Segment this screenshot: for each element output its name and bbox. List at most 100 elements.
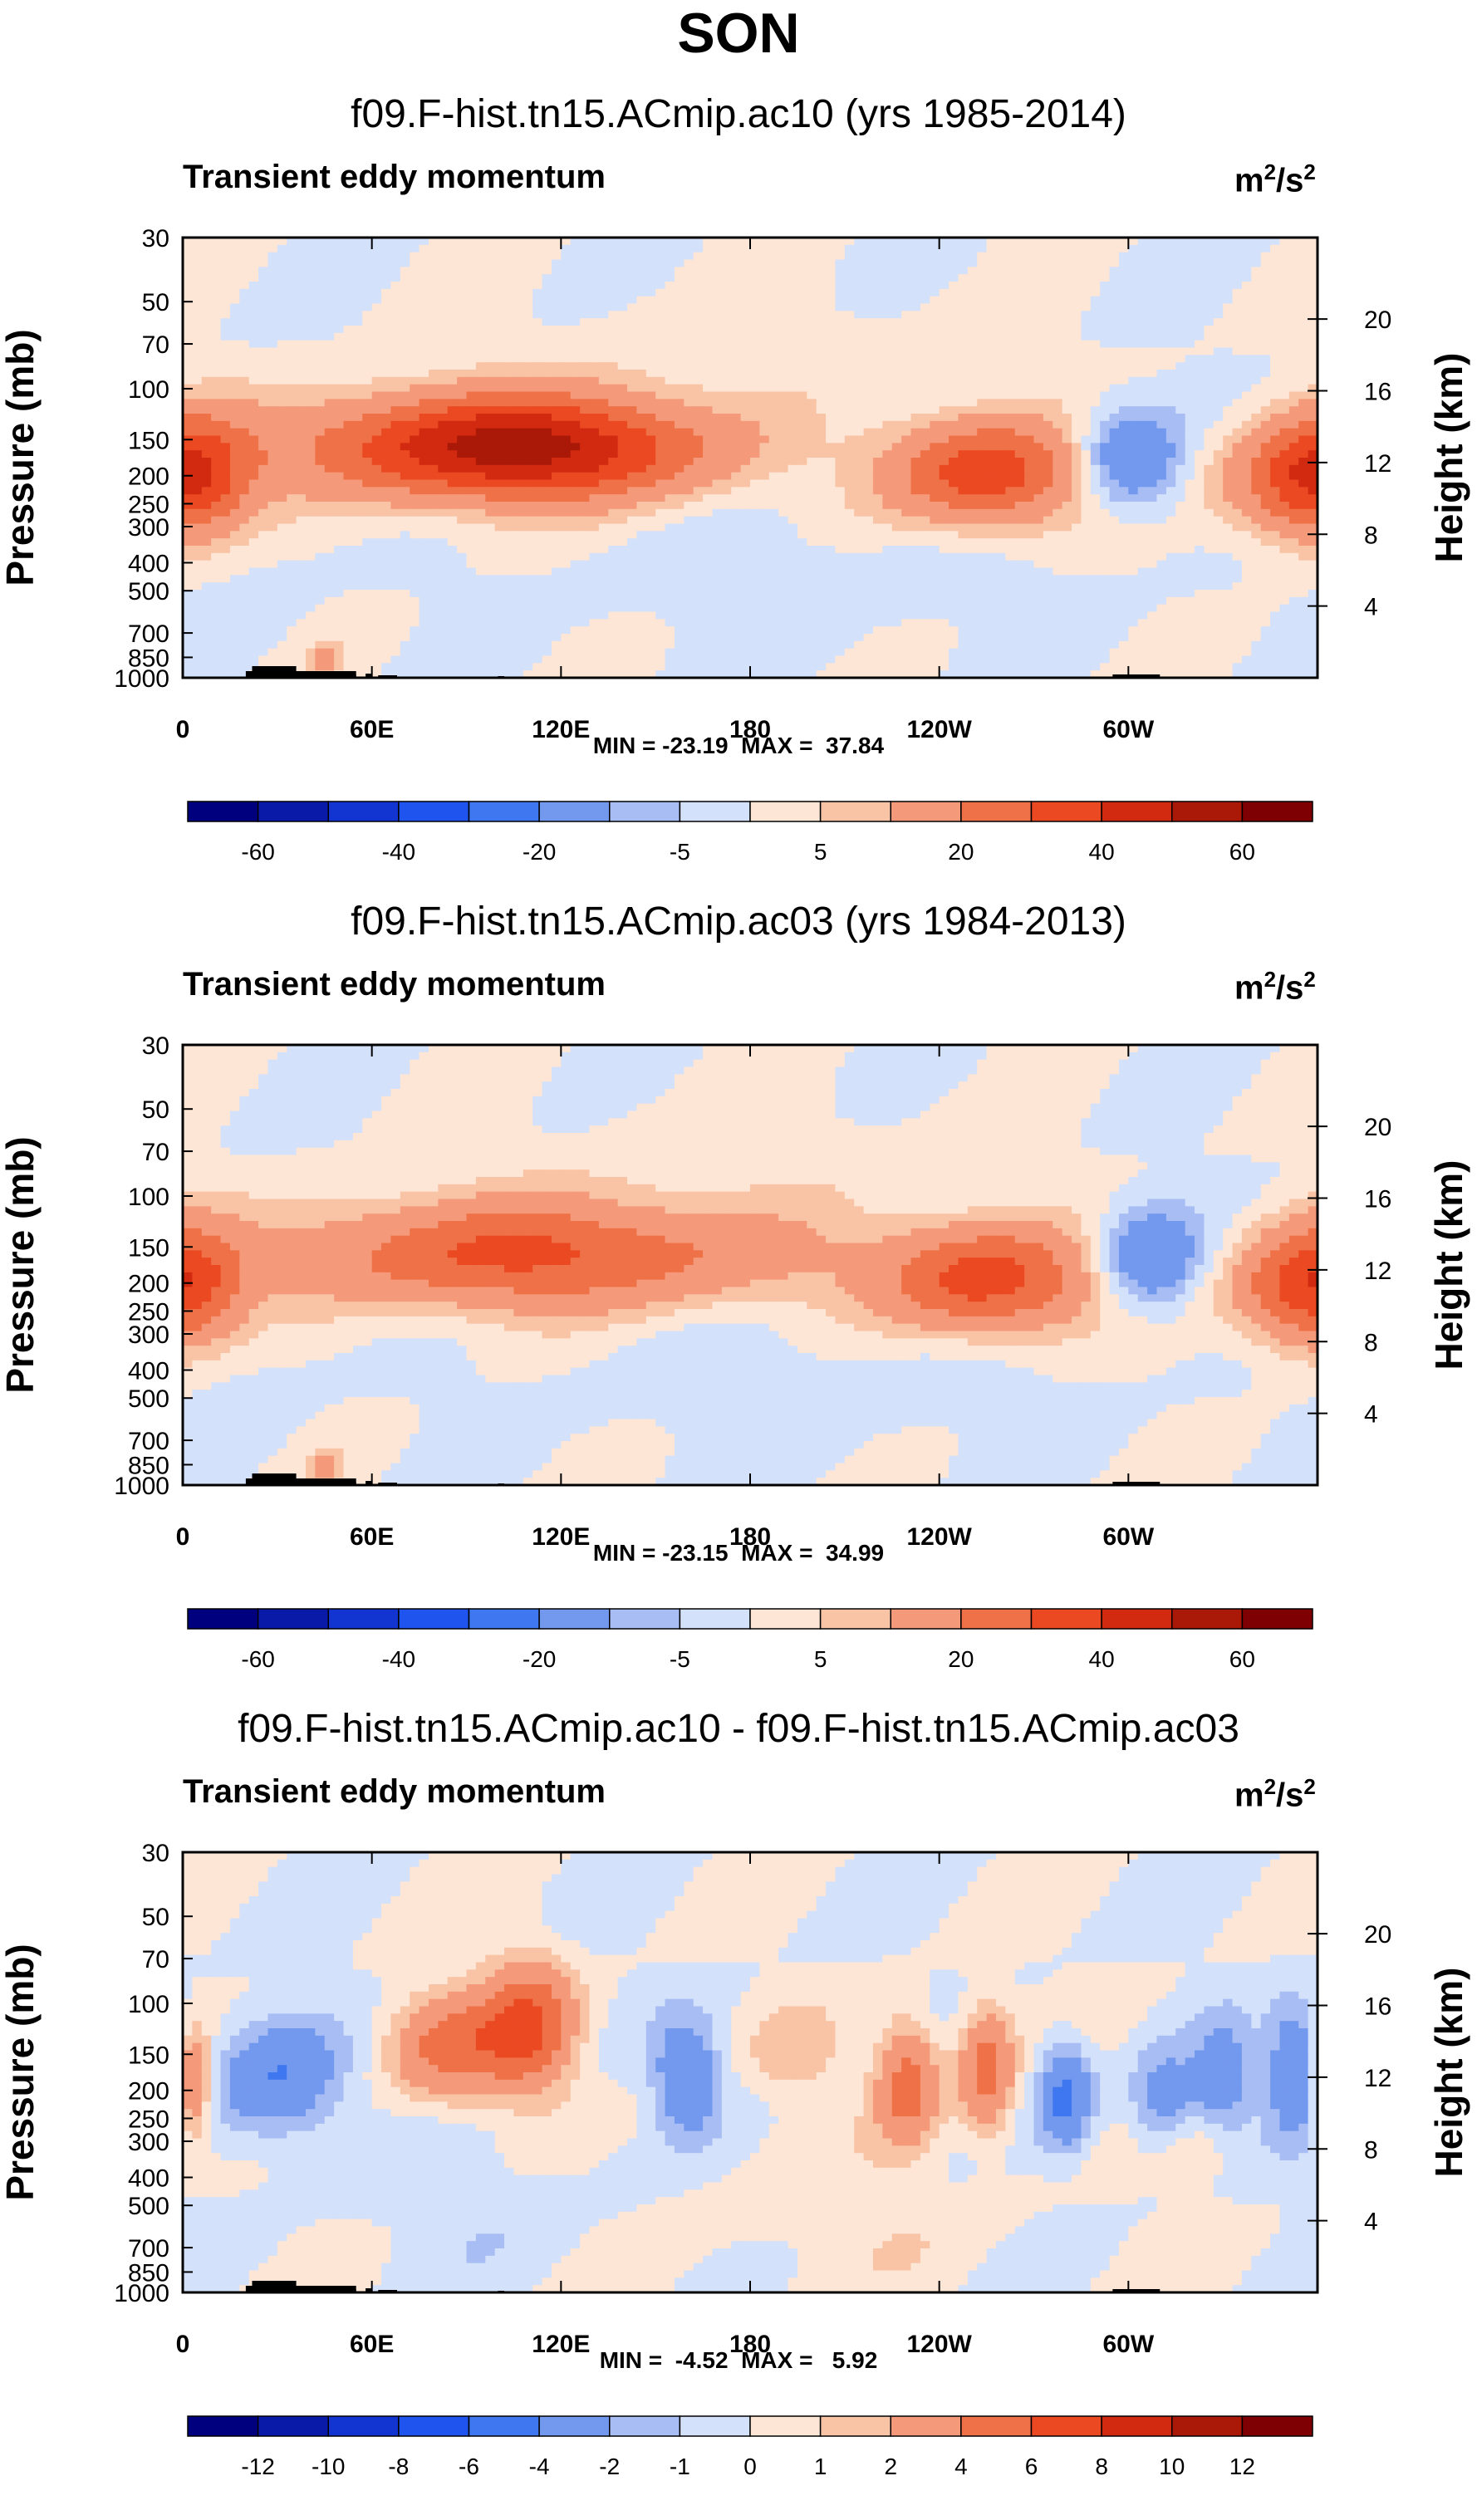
contour-cell	[1213, 420, 1224, 429]
contour-cell	[239, 282, 250, 290]
contour-cell	[343, 458, 354, 466]
contour-cell	[315, 318, 326, 326]
contour-cell	[1232, 391, 1243, 400]
contour-cell	[1118, 326, 1129, 334]
contour-cell	[447, 494, 458, 503]
contour-cell	[239, 303, 250, 311]
contour-cell	[797, 303, 807, 311]
contour-cell	[1165, 355, 1176, 363]
contour-cell	[1072, 326, 1082, 334]
contour-cell	[1100, 450, 1111, 458]
contour-cell	[523, 450, 533, 458]
contour-cell	[428, 384, 439, 393]
contour-cell	[712, 326, 723, 334]
contour-cell	[1062, 464, 1072, 473]
contour-cell	[1033, 391, 1044, 400]
contour-cell	[419, 472, 429, 481]
contour-cell	[390, 370, 401, 378]
contour-cell	[1213, 414, 1224, 422]
contour-cell	[674, 464, 685, 473]
contour-cell	[910, 252, 921, 261]
contour-cell	[561, 435, 572, 444]
contour-cell	[731, 347, 742, 355]
contour-cell	[371, 487, 382, 495]
contour-cell	[807, 502, 817, 510]
contour-cell	[750, 282, 760, 290]
contour-cell	[343, 311, 354, 319]
contour-cell	[1109, 288, 1120, 297]
contour-cell	[267, 458, 278, 466]
contour-cell	[958, 420, 969, 429]
contour-cell	[1279, 464, 1290, 473]
contour-cell	[1185, 296, 1195, 305]
contour-cell	[1156, 406, 1167, 414]
contour-cell	[891, 288, 902, 297]
contour-cell	[958, 252, 969, 261]
contour-cell	[192, 355, 203, 363]
contour-cell	[816, 244, 827, 253]
contour-cell	[835, 458, 846, 466]
contour-cell	[891, 347, 902, 355]
contour-cell	[504, 244, 515, 253]
contour-cell	[589, 399, 600, 407]
contour-cell	[617, 362, 628, 370]
contour-cell	[523, 502, 533, 510]
contour-cell	[797, 274, 807, 282]
contour-cell	[995, 428, 1006, 437]
contour-cell	[995, 502, 1006, 510]
contour-cell	[759, 332, 770, 341]
contour-cell	[438, 355, 449, 363]
contour-cell	[229, 340, 240, 349]
contour-cell	[561, 428, 572, 437]
contour-cell	[419, 494, 429, 503]
contour-cell	[485, 252, 496, 261]
contour-cell	[466, 288, 477, 297]
contour-cell	[343, 435, 354, 444]
contour-cell	[457, 384, 468, 393]
contour-cell	[192, 487, 203, 495]
contour-cell	[542, 479, 552, 488]
contour-cell	[324, 414, 335, 422]
contour-cell	[665, 376, 675, 385]
contour-cell	[1165, 516, 1176, 525]
contour-cell	[1279, 362, 1290, 370]
contour-cell	[826, 303, 837, 311]
contour-cell	[1223, 252, 1234, 261]
contour-cell	[1279, 420, 1290, 429]
contour-cell	[740, 502, 751, 510]
contour-cell	[1213, 288, 1224, 297]
contour-cell	[220, 259, 231, 267]
contour-cell	[1195, 399, 1205, 407]
contour-cell	[995, 487, 1006, 495]
contour-cell	[287, 296, 297, 305]
contour-cell	[504, 267, 515, 275]
contour-cell	[731, 259, 742, 267]
contour-cell	[334, 487, 345, 495]
contour-cell	[712, 494, 723, 503]
contour-cell	[977, 311, 988, 319]
contour-cell	[183, 370, 193, 378]
contour-cell	[901, 384, 912, 393]
contour-cell	[1223, 458, 1234, 466]
contour-cell	[1005, 464, 1016, 473]
contour-cell	[343, 238, 354, 246]
contour-cell	[211, 428, 222, 437]
contour-cell	[750, 303, 760, 311]
contour-cell	[1024, 502, 1035, 510]
contour-cell	[1072, 259, 1082, 267]
contour-cell	[949, 238, 959, 246]
contour-cell	[1288, 282, 1299, 290]
contour-cell	[759, 508, 770, 517]
contour-cell	[1072, 376, 1082, 385]
contour-cell	[1072, 516, 1082, 525]
contour-cell	[343, 508, 354, 517]
contour-cell	[1204, 414, 1214, 422]
contour-cell	[248, 538, 259, 547]
contour-cell	[570, 531, 581, 539]
contour-cell	[1204, 494, 1214, 503]
contour-cell	[1109, 508, 1120, 517]
contour-cell	[334, 274, 345, 282]
contour-cell	[1072, 355, 1082, 363]
contour-cell	[995, 296, 1006, 305]
contour-cell	[419, 502, 429, 510]
